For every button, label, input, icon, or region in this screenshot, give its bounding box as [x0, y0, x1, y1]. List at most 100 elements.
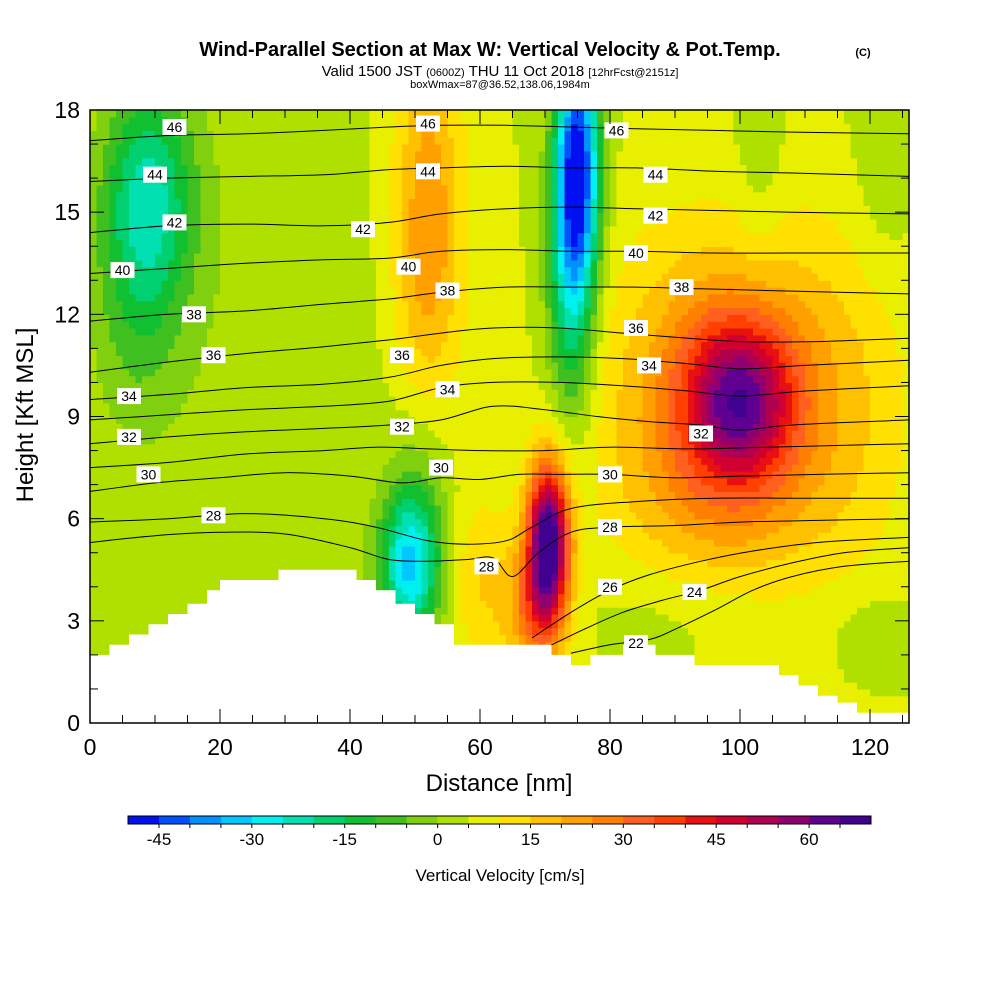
velocity-cell	[896, 682, 904, 690]
velocity-cell	[850, 491, 858, 499]
velocity-cell	[772, 559, 780, 567]
velocity-cell	[116, 545, 124, 554]
velocity-cell	[135, 559, 143, 567]
velocity-cell	[818, 539, 826, 547]
velocity-cell	[902, 661, 909, 670]
velocity-cell	[616, 552, 624, 561]
velocity-cell	[480, 552, 488, 561]
velocity-cell	[623, 573, 631, 581]
velocity-cell	[870, 573, 878, 581]
velocity-cell	[298, 484, 306, 493]
velocity-cell	[863, 682, 871, 690]
velocity-cell	[753, 552, 761, 561]
velocity-cell	[837, 641, 845, 649]
velocity-cell	[278, 457, 286, 465]
velocity-cell	[343, 525, 351, 533]
velocity-cell	[642, 470, 650, 479]
velocity-cell	[376, 457, 384, 465]
velocity-cell	[558, 505, 566, 513]
velocity-cell	[213, 559, 221, 567]
velocity-cell	[239, 477, 247, 486]
velocity-cell	[363, 552, 371, 561]
velocity-cell	[746, 566, 754, 574]
velocity-cell	[733, 648, 741, 656]
velocity-cell	[278, 477, 286, 486]
velocity-cell	[759, 464, 767, 472]
velocity-cell	[421, 470, 429, 479]
velocity-cell	[792, 464, 800, 472]
velocity-cell	[766, 491, 774, 499]
velocity-cell	[876, 491, 884, 499]
velocity-cell	[129, 470, 137, 479]
velocity-cell	[434, 593, 442, 601]
velocity-cell	[831, 620, 839, 629]
velocity-cell	[194, 525, 202, 533]
velocity-cell	[746, 552, 754, 561]
velocity-cell	[870, 614, 878, 622]
velocity-cell	[720, 607, 728, 615]
velocity-cell	[467, 600, 475, 608]
velocity-cell	[506, 607, 514, 615]
velocity-cell	[889, 566, 897, 574]
velocity-cell	[902, 559, 909, 567]
velocity-cell	[317, 545, 325, 554]
velocity-cell	[675, 464, 683, 472]
velocity-cell	[883, 498, 891, 506]
velocity-cell	[454, 470, 462, 479]
velocity-cell	[772, 648, 780, 656]
velocity-cell	[792, 661, 800, 670]
velocity-cell	[805, 518, 813, 527]
velocity-cell	[655, 552, 663, 561]
velocity-cell	[831, 614, 839, 622]
velocity-cell	[896, 593, 904, 601]
velocity-cell	[545, 450, 553, 458]
velocity-cell	[148, 525, 156, 533]
velocity-cell	[506, 586, 514, 595]
velocity-cell	[363, 450, 371, 458]
velocity-cell	[239, 552, 247, 561]
velocity-cell	[174, 593, 182, 601]
velocity-cell	[467, 559, 475, 567]
velocity-cell	[161, 559, 169, 567]
velocity-cell	[90, 545, 98, 554]
velocity-cell	[538, 477, 546, 486]
velocity-cell	[324, 505, 332, 513]
velocity-cell	[772, 484, 780, 493]
velocity-cell	[220, 552, 228, 561]
velocity-cell	[759, 477, 767, 486]
velocity-cell	[402, 545, 410, 554]
velocity-cell	[571, 552, 579, 561]
velocity-cell	[389, 464, 397, 472]
velocity-cell	[675, 607, 683, 615]
velocity-cell	[883, 545, 891, 554]
velocity-cell	[824, 545, 832, 554]
velocity-cell	[818, 484, 826, 493]
velocity-cell	[805, 559, 813, 567]
velocity-cell	[889, 579, 897, 588]
velocity-cell	[681, 573, 689, 581]
velocity-cell	[883, 579, 891, 588]
velocity-cell	[740, 477, 748, 486]
velocity-cell	[239, 505, 247, 513]
velocity-cell	[142, 484, 150, 493]
velocity-cell	[350, 484, 358, 493]
velocity-cell	[694, 641, 702, 649]
velocity-cell	[168, 525, 176, 533]
velocity-cell	[759, 586, 767, 595]
velocity-cell	[350, 477, 358, 486]
velocity-cell	[109, 539, 117, 547]
velocity-cell	[662, 579, 670, 588]
velocity-cell	[837, 593, 845, 601]
velocity-cell	[473, 511, 481, 520]
velocity-cell	[863, 620, 871, 629]
velocity-cell	[96, 552, 104, 561]
velocity-cell	[434, 614, 442, 622]
velocity-cell	[103, 648, 111, 656]
velocity-cell	[493, 600, 501, 608]
velocity-cell	[519, 491, 527, 499]
velocity-cell	[525, 498, 533, 506]
velocity-cell	[480, 607, 488, 615]
velocity-cell	[577, 607, 585, 615]
velocity-cell	[311, 539, 319, 547]
velocity-cell	[571, 566, 579, 574]
